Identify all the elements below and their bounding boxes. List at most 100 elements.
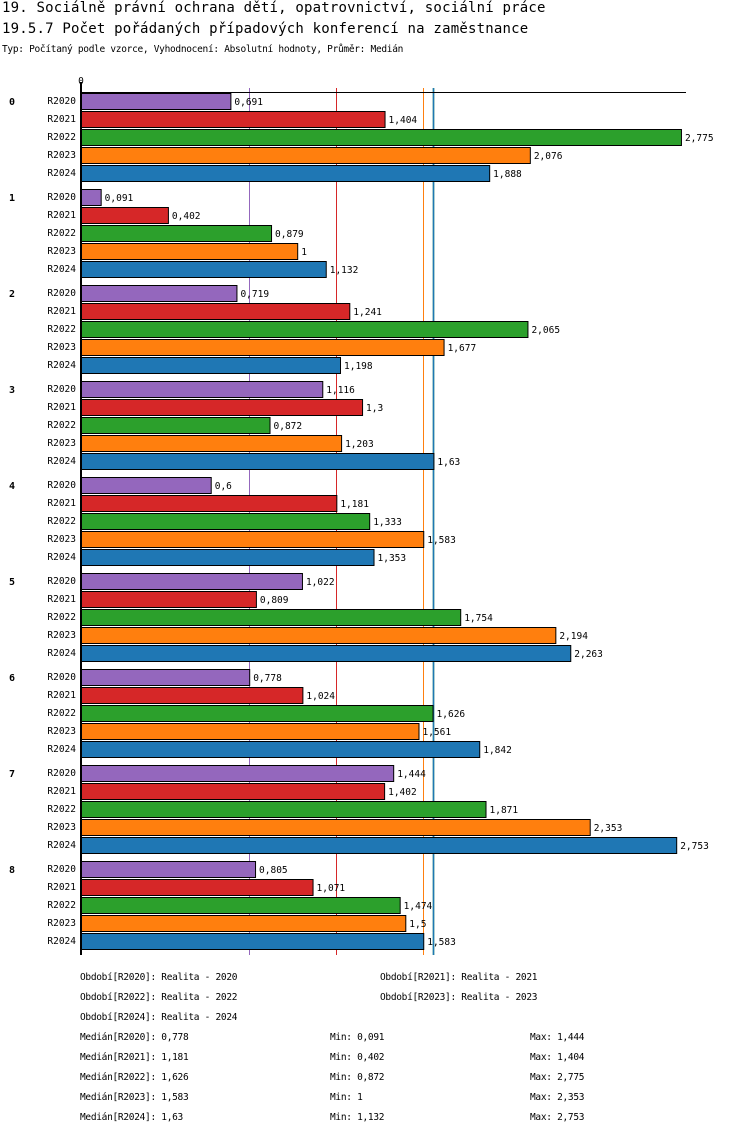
data-label: 2,353	[594, 823, 623, 834]
data-label: 0,691	[234, 97, 263, 108]
data-label: 1,241	[353, 307, 382, 318]
series-label: R2023	[47, 246, 76, 257]
bar-r2024	[81, 741, 481, 758]
data-label: 2,076	[534, 151, 563, 162]
bar-r2022	[81, 417, 271, 434]
legend-min-r2024: Min: 1,132	[330, 1112, 385, 1123]
legend-period-r2024: Období[R2024]: Realita - 2024	[80, 1012, 238, 1023]
data-label: 2,065	[531, 325, 560, 336]
series-label: R2020	[47, 384, 76, 395]
category-label: 5	[9, 577, 15, 588]
chart-title: 19.5.7 Počet pořádaných případových konf…	[2, 21, 529, 37]
series-label: R2022	[47, 228, 76, 239]
legend-period-r2023: Období[R2023]: Realita - 2023	[380, 992, 538, 1003]
category-label: 6	[9, 673, 15, 684]
bar-r2023	[81, 531, 425, 548]
category-label: 0	[9, 97, 15, 108]
bar-r2022	[81, 513, 371, 530]
bar-r2024	[81, 453, 435, 470]
bar-r2020	[81, 861, 257, 878]
data-label: 1,404	[389, 115, 418, 126]
series-label: R2020	[47, 96, 76, 107]
series-label: R2021	[47, 306, 76, 317]
bar-r2020	[81, 669, 251, 686]
data-label: 1,871	[490, 805, 519, 816]
series-label: R2020	[47, 192, 76, 203]
series-label: R2024	[47, 360, 76, 371]
data-label: 1,132	[330, 265, 359, 276]
series-label: R2023	[47, 534, 76, 545]
legend-median-r2022: Medián[R2022]: 1,626	[80, 1072, 189, 1083]
series-label: R2021	[47, 498, 76, 509]
category-label: 3	[9, 385, 15, 396]
bar-r2023	[81, 243, 299, 260]
data-label: 1,626	[437, 709, 466, 720]
category-label: 8	[9, 865, 15, 876]
data-label: 0,6	[215, 481, 232, 492]
data-label: 1	[301, 247, 307, 258]
series-label: R2024	[47, 552, 76, 563]
page-title: 19. Sociálně právní ochrana dětí, opatro…	[2, 0, 546, 16]
series-label: R2024	[47, 744, 76, 755]
series-label: R2020	[47, 480, 76, 491]
series-label: R2021	[47, 402, 76, 413]
series-label: R2022	[47, 804, 76, 815]
series-label: R2024	[47, 648, 76, 659]
data-label: 0,809	[260, 595, 289, 606]
chart-meta: Typ: Počítaný podle vzorce, Vyhodnocení:…	[2, 44, 404, 55]
series-label: R2023	[47, 342, 76, 353]
series-label: R2022	[47, 708, 76, 719]
bar-r2024	[81, 357, 342, 374]
bar-r2021	[81, 303, 351, 320]
data-label: 1,181	[340, 499, 369, 510]
data-label: 1,3	[366, 403, 383, 414]
data-label: 0,719	[240, 289, 269, 300]
legend-min-r2021: Min: 0,402	[330, 1052, 385, 1063]
bar-r2020	[81, 381, 324, 398]
data-label: 1,888	[493, 169, 522, 180]
legend-max-r2024: Max: 2,753	[530, 1112, 585, 1123]
series-label: R2021	[47, 786, 76, 797]
legend-max-r2023: Max: 2,353	[530, 1092, 585, 1103]
bar-r2020	[81, 93, 232, 110]
series-label: R2020	[47, 288, 76, 299]
data-label: 2,775	[685, 133, 714, 144]
data-label: 1,561	[422, 727, 451, 738]
bar-r2021	[81, 495, 338, 512]
series-label: R2023	[47, 822, 76, 833]
x-tick-label: 0	[78, 76, 84, 87]
data-label: 1,583	[427, 937, 456, 948]
data-label: 1,024	[306, 691, 335, 702]
legend-median-r2024: Medián[R2024]: 1,63	[80, 1112, 183, 1123]
data-label: 1,754	[464, 613, 493, 624]
legend-max-r2020: Max: 1,444	[530, 1032, 585, 1043]
bar-r2024	[81, 645, 572, 662]
bar-r2023	[81, 147, 531, 164]
bar-r2024	[81, 837, 678, 854]
category-label: 1	[9, 193, 15, 204]
bar-r2021	[81, 687, 304, 704]
bar-r2021	[81, 207, 169, 224]
data-label: 1,5	[409, 919, 426, 930]
data-label: 1,63	[437, 457, 460, 468]
bar-r2024	[81, 549, 375, 566]
bar-r2020	[81, 285, 238, 302]
category-label: 4	[9, 481, 15, 492]
legend-min-r2023: Min: 1	[330, 1092, 363, 1103]
legend-period-r2020: Období[R2020]: Realita - 2020	[80, 972, 238, 983]
series-label: R2020	[47, 576, 76, 587]
bar-r2023	[81, 723, 420, 740]
bar-r2023	[81, 819, 591, 836]
data-label: 0,879	[275, 229, 304, 240]
series-label: R2020	[47, 768, 76, 779]
data-label: 1,116	[326, 385, 355, 396]
legend-period-r2021: Období[R2021]: Realita - 2021	[380, 972, 538, 983]
bar-r2021	[81, 111, 386, 128]
legend-median-r2021: Medián[R2021]: 1,181	[80, 1052, 189, 1063]
bar-r2022	[81, 225, 273, 242]
series-label: R2021	[47, 690, 76, 701]
series-label: R2023	[47, 726, 76, 737]
series-label: R2024	[47, 264, 76, 275]
series-label: R2024	[47, 936, 76, 947]
